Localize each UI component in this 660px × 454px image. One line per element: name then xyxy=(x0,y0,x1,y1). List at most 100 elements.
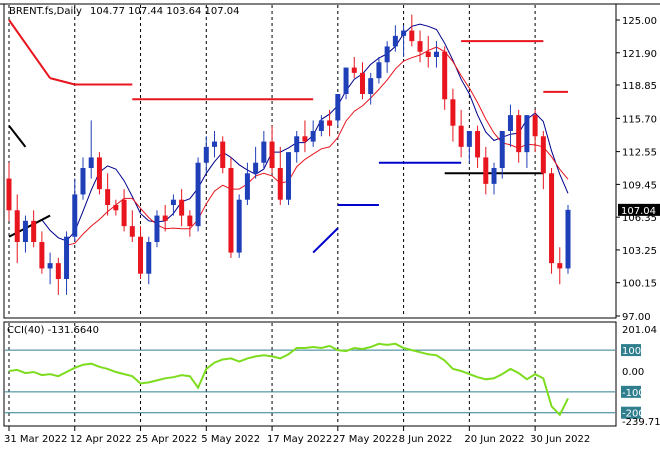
cci-level-lines xyxy=(5,349,615,414)
candle xyxy=(96,152,102,195)
candle-body xyxy=(376,62,382,79)
candle-body xyxy=(6,178,12,211)
candle xyxy=(212,131,218,158)
cci-tick-label: -100 xyxy=(622,388,645,399)
candle-body xyxy=(31,220,37,242)
candle xyxy=(294,131,300,163)
candle xyxy=(499,131,505,179)
current-price-marker: 107.04 xyxy=(618,203,660,217)
ma-lower-line xyxy=(66,46,569,246)
cci-bottom-label: -239.713 xyxy=(622,417,660,428)
candle xyxy=(392,25,398,52)
candle-body xyxy=(302,136,308,142)
candle-body xyxy=(146,242,152,274)
candle-body xyxy=(507,115,513,131)
cci-level-box xyxy=(621,406,641,419)
candle xyxy=(39,231,45,274)
candle xyxy=(228,157,234,258)
candle-body xyxy=(212,141,218,147)
candle xyxy=(6,162,12,221)
candle xyxy=(64,231,70,295)
candle xyxy=(442,46,448,110)
candle-body xyxy=(162,215,168,221)
cci-tick-label: 0.00 xyxy=(622,367,644,378)
candle xyxy=(129,210,135,242)
indicator-overlay-lines xyxy=(8,19,569,254)
candle xyxy=(113,199,119,216)
candle xyxy=(47,252,53,285)
candle xyxy=(524,115,530,168)
candle-body xyxy=(286,152,291,200)
candle xyxy=(318,115,324,137)
candle xyxy=(335,94,341,126)
price-axis: 125.00 121.90 118.85 115.70 112.55 109.45 106.… xyxy=(616,16,657,323)
candle xyxy=(179,189,185,227)
cci-line-group xyxy=(8,342,569,417)
candle-body xyxy=(392,35,398,47)
candle-body xyxy=(121,199,127,227)
candle xyxy=(187,210,193,237)
candle xyxy=(154,210,160,248)
candle xyxy=(516,109,522,163)
candle xyxy=(121,189,127,232)
candle xyxy=(433,41,439,68)
candle-body xyxy=(39,242,45,269)
candle-body xyxy=(269,141,275,168)
candle-body xyxy=(261,141,267,163)
price-tick-label: 125.00 xyxy=(622,16,657,27)
candle-body xyxy=(138,236,144,274)
candlesticks xyxy=(6,14,571,295)
candle-body xyxy=(277,168,283,200)
candle-body xyxy=(129,226,135,237)
candle-body xyxy=(170,199,176,205)
cci-tick-label: 201.04 xyxy=(622,325,657,336)
candle xyxy=(55,257,61,295)
candle-body xyxy=(96,157,102,190)
channel-segment xyxy=(8,125,27,148)
candle xyxy=(138,226,144,279)
candle xyxy=(409,14,415,47)
candle xyxy=(450,88,456,142)
candle-body xyxy=(220,141,226,168)
cci-level-box xyxy=(621,344,641,357)
cci-panel-label: CCI(40) -131.6640 xyxy=(7,325,99,336)
time-axis: 31 Mar 2022 12 Apr 2022 25 Apr 2022 5 May 2… xyxy=(4,426,590,445)
time-tick-label: 5 May 2022 xyxy=(201,434,260,445)
candle-body xyxy=(47,263,53,269)
candle-body xyxy=(253,162,259,174)
price-tick-label: 97.00 xyxy=(622,312,651,323)
candle-body xyxy=(401,30,407,36)
candle-body xyxy=(417,41,423,52)
candle-body xyxy=(516,115,522,153)
candle xyxy=(286,152,291,205)
candle xyxy=(466,131,472,163)
candle xyxy=(80,157,86,200)
candle xyxy=(269,125,275,174)
candle xyxy=(532,109,538,153)
time-tick-label: 12 Apr 2022 xyxy=(70,434,132,445)
candle xyxy=(220,136,226,174)
candle-body xyxy=(179,199,185,216)
candle xyxy=(540,131,546,190)
time-tick-label: 20 Jun 2022 xyxy=(464,434,524,445)
candle-body xyxy=(310,131,316,142)
candle-body xyxy=(88,157,94,168)
channel-segment xyxy=(312,227,339,254)
candle-body xyxy=(154,215,160,242)
candle xyxy=(277,146,283,205)
candle-body xyxy=(327,120,333,126)
candle-body xyxy=(442,51,448,100)
current-price-label: 107.04 xyxy=(621,206,656,217)
channel-segment xyxy=(49,77,76,86)
price-panel-frame xyxy=(3,3,617,319)
chart-ohlc-label: 104.77 107.44 103.64 107.04 xyxy=(90,6,240,17)
time-tick-label: 30 Jun 2022 xyxy=(530,434,590,445)
candle-body xyxy=(458,125,464,147)
candle xyxy=(557,247,563,285)
candle-body xyxy=(335,94,341,121)
candle-body xyxy=(55,263,61,279)
candle-body xyxy=(294,136,300,153)
candle xyxy=(236,194,242,258)
price-tick-label: 115.70 xyxy=(622,114,657,125)
